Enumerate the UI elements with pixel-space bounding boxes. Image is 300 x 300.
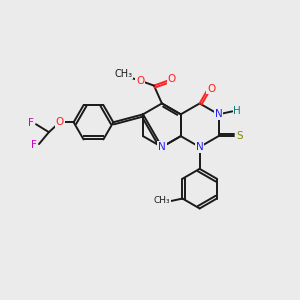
Text: N: N — [158, 142, 166, 152]
Text: H: H — [233, 106, 241, 116]
Text: F: F — [31, 140, 37, 150]
Text: CH₃: CH₃ — [153, 196, 170, 205]
Text: O: O — [207, 84, 215, 94]
Text: O: O — [56, 117, 64, 127]
Text: F: F — [28, 118, 34, 128]
Text: O: O — [136, 76, 144, 85]
Text: O: O — [168, 74, 176, 84]
Text: CH₃: CH₃ — [114, 69, 132, 79]
Text: N: N — [196, 142, 203, 152]
Text: N: N — [214, 109, 222, 119]
Text: S: S — [236, 131, 243, 141]
